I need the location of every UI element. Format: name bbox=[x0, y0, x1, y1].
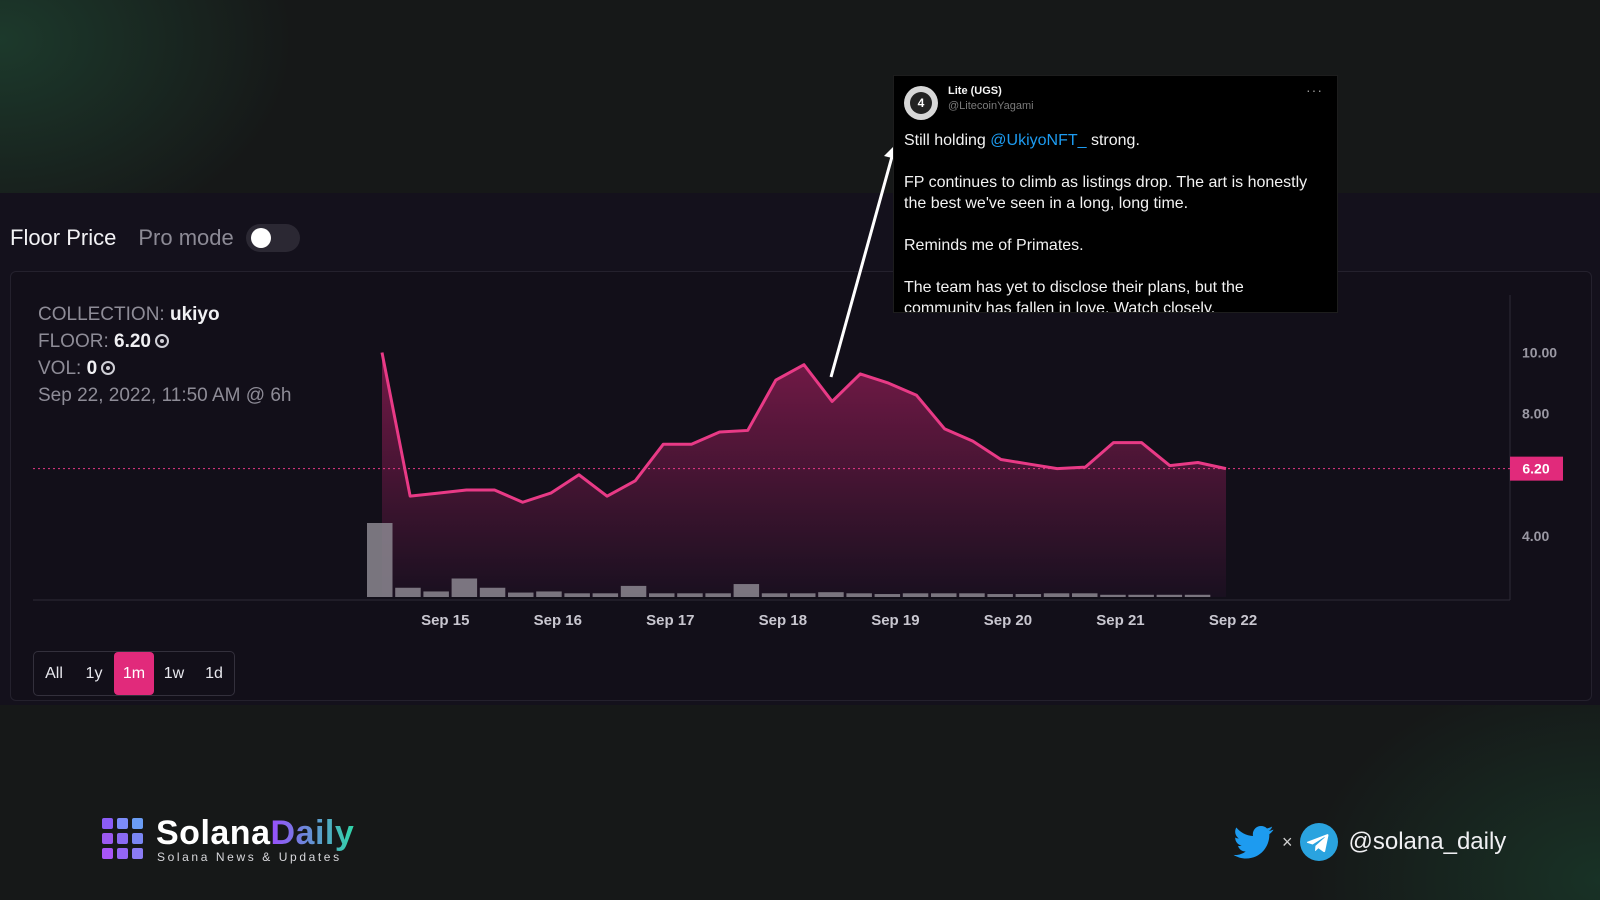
x-tick-label: Sep 15 bbox=[421, 612, 469, 629]
volume-bar bbox=[677, 593, 703, 597]
volume-bar bbox=[451, 578, 478, 597]
tweet-author-name[interactable]: Lite (UGS) bbox=[948, 85, 1002, 97]
price-area bbox=[382, 352, 1226, 597]
x-tick-label: Sep 20 bbox=[984, 612, 1032, 629]
toggle-knob bbox=[250, 228, 271, 248]
y-tick-label: 10.00 bbox=[1522, 345, 1557, 361]
tweet-text: strong. bbox=[1086, 132, 1140, 149]
logo-grid-icon bbox=[102, 818, 146, 862]
separator: × bbox=[1282, 831, 1293, 852]
social-handles: × @solana_daily bbox=[1232, 818, 1506, 866]
volume-bar bbox=[620, 585, 647, 597]
brand-name-part1: Solana bbox=[156, 814, 271, 852]
price-line bbox=[380, 352, 1227, 504]
volume-bar bbox=[1072, 593, 1098, 597]
range-button-All[interactable]: All bbox=[45, 664, 63, 682]
volume-bar bbox=[564, 593, 590, 597]
range-selector: All 1y 1m 1w 1d bbox=[33, 651, 235, 696]
tweet-paragraph: The team has yet to disclose their plans… bbox=[904, 279, 1244, 313]
x-tick-label: Sep 21 bbox=[1096, 612, 1144, 629]
tweet-card[interactable]: 4 Lite (UGS) @LitecoinYagami ··· Still h… bbox=[893, 75, 1338, 313]
range-button-1m[interactable]: 1m bbox=[114, 652, 154, 695]
range-button-1w[interactable]: 1w bbox=[163, 664, 185, 682]
x-tick-label: Sep 18 bbox=[759, 612, 807, 629]
collection-label: COLLECTION: bbox=[38, 304, 165, 325]
volume-bar bbox=[987, 594, 1013, 597]
current-price-label: 6.20 bbox=[1522, 461, 1549, 477]
info-box: COLLECTION: ukiyo FLOOR: 6.20 VOL: 0 Sep… bbox=[38, 301, 291, 409]
brand-name: SolanaDaily bbox=[156, 814, 354, 853]
annotation-arrow bbox=[829, 152, 895, 378]
volume-bar bbox=[1100, 594, 1126, 597]
x-tick-label: Sep 22 bbox=[1209, 612, 1257, 629]
range-button-1y[interactable]: 1y bbox=[85, 664, 103, 682]
volume-bar bbox=[733, 584, 760, 597]
x-tick-label: Sep 16 bbox=[534, 612, 582, 629]
collection-row: COLLECTION: ukiyo bbox=[38, 301, 291, 328]
pro-mode-label: Pro mode bbox=[138, 225, 234, 250]
tweet-text: Still holding bbox=[904, 132, 991, 149]
volume-bar bbox=[818, 592, 844, 597]
avatar-face-icon: 4 bbox=[910, 92, 932, 114]
tweet-paragraph: Reminds me of Primates. bbox=[904, 237, 1084, 254]
brand-tagline: Solana News & Updates bbox=[157, 850, 342, 864]
volume-bar bbox=[874, 594, 901, 597]
volume-bar bbox=[395, 587, 421, 597]
telegram-icon[interactable] bbox=[1299, 822, 1339, 862]
y-tick-label: 4.00 bbox=[1522, 528, 1549, 544]
current-price-marker bbox=[1510, 456, 1563, 481]
tweet-paragraph: Still holding @UkiyoNFT_ strong. bbox=[904, 130, 1324, 151]
volume-bar bbox=[931, 593, 957, 597]
y-tick-label: 8.00 bbox=[1522, 406, 1549, 422]
avatar[interactable]: 4 bbox=[904, 86, 938, 120]
tweet-paragraph: FP continues to climb as listings drop. … bbox=[904, 174, 1308, 212]
volume-bar bbox=[423, 591, 449, 597]
more-options-icon[interactable]: ··· bbox=[1306, 82, 1323, 98]
sol-coin-icon bbox=[155, 334, 169, 348]
volume-bar bbox=[649, 593, 675, 597]
floor-row: FLOOR: 6.20 bbox=[38, 328, 291, 355]
floor-value: 6.20 bbox=[114, 331, 151, 352]
tweet-author-handle[interactable]: @LitecoinYagami bbox=[948, 100, 1034, 112]
volume-bar bbox=[1184, 594, 1211, 597]
volume-bar bbox=[1043, 593, 1070, 597]
range-button-1d[interactable]: 1d bbox=[205, 664, 223, 682]
x-tick-label: Sep 17 bbox=[646, 612, 694, 629]
vol-row: VOL: 0 bbox=[38, 355, 291, 382]
volume-bar bbox=[1128, 594, 1154, 597]
volume-bar bbox=[902, 593, 929, 597]
volume-bar bbox=[1015, 594, 1042, 597]
floor-label: FLOOR: bbox=[38, 331, 109, 352]
sol-coin-icon bbox=[101, 361, 116, 375]
tweet-mention-link[interactable]: @UkiyoNFT_ bbox=[990, 132, 1087, 149]
brand-name-part2: Daily bbox=[270, 814, 355, 852]
x-tick-label: Sep 19 bbox=[871, 612, 919, 629]
collection-value: ukiyo bbox=[169, 304, 220, 325]
panel-header: Floor Price Pro mode bbox=[10, 222, 300, 254]
vol-value: 0 bbox=[86, 358, 98, 379]
social-handle[interactable]: @solana_daily bbox=[1348, 828, 1507, 855]
volume-bar bbox=[959, 593, 985, 597]
volume-bar bbox=[592, 593, 619, 597]
page-title: Floor Price bbox=[10, 225, 117, 250]
volume-bar bbox=[536, 591, 562, 597]
volume-bar bbox=[1156, 594, 1183, 597]
volume-bar bbox=[508, 592, 534, 597]
timestamp: Sep 22, 2022, 11:50 AM @ 6h bbox=[38, 385, 292, 406]
volume-bar bbox=[846, 593, 872, 597]
twitter-bird-icon[interactable] bbox=[1232, 822, 1276, 862]
volume-bar bbox=[367, 523, 393, 597]
pro-mode-toggle[interactable] bbox=[245, 224, 300, 252]
vol-label: VOL: bbox=[38, 358, 82, 379]
volume-bar bbox=[761, 593, 788, 597]
volume-bar bbox=[479, 587, 506, 597]
tweet-body: Still holding @UkiyoNFT_ strong. FP cont… bbox=[904, 130, 1324, 313]
volume-bar bbox=[790, 593, 816, 597]
volume-bar bbox=[705, 593, 731, 597]
